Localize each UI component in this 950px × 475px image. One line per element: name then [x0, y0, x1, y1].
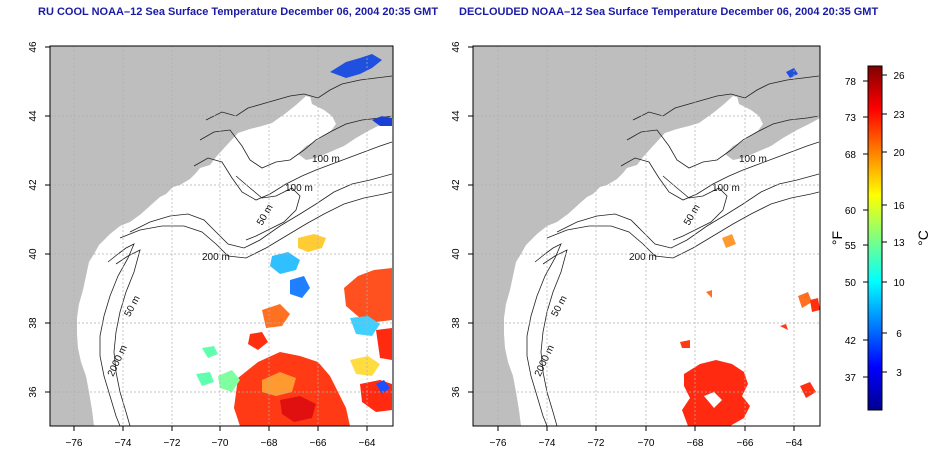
left-nova-scotia — [298, 63, 393, 160]
fahrenheit-tick: 60 — [845, 206, 857, 217]
celsius-tick: 20 — [893, 148, 905, 159]
y-tick-label: 36 — [451, 386, 462, 398]
fahrenheit-ticks: 78 73 68 60 55 50 42 37 — [845, 77, 857, 384]
right-x-tick-labels: −76 −74 −72 −70 −68 −66 −64 — [490, 438, 803, 449]
contour-label: 100 m — [712, 183, 740, 194]
celsius-axis-label: °C — [915, 230, 931, 246]
contour-label: 100 m — [285, 183, 313, 194]
x-tick-label: −70 — [212, 438, 229, 449]
left-depth-contours — [99, 75, 393, 426]
right-depth-contours — [526, 75, 820, 426]
celsius-ticks: 26 23 20 16 13 10 6 3 — [893, 71, 905, 379]
left-sst-patches — [196, 54, 392, 426]
y-tick-label: 36 — [28, 386, 39, 398]
y-tick-label: 38 — [28, 317, 39, 329]
left-map-panel: 100 m 100 m 50 m 200 m 50 m 2000 m −76 −… — [28, 41, 394, 449]
right-panel-title: DECLOUDED NOAA–12 Sea Surface Temperatur… — [459, 6, 879, 18]
fahrenheit-tick-marks — [863, 80, 868, 378]
fahrenheit-tick: 78 — [845, 77, 857, 88]
celsius-tick: 16 — [893, 201, 905, 212]
right-grid — [473, 46, 820, 426]
fahrenheit-tick: 42 — [845, 336, 857, 347]
fahrenheit-tick: 50 — [845, 278, 857, 289]
fahrenheit-axis-label: °F — [829, 231, 845, 245]
fahrenheit-tick: 73 — [845, 113, 857, 124]
x-tick-label: −74 — [539, 438, 556, 449]
celsius-tick-marks — [882, 74, 887, 373]
left-x-tick-labels: −76 −74 −72 −70 −68 −66 −64 — [66, 438, 376, 449]
left-map-frame — [49, 45, 394, 427]
fahrenheit-tick: 55 — [845, 241, 857, 252]
x-tick-label: −64 — [359, 438, 376, 449]
x-tick-label: −76 — [66, 438, 83, 449]
x-tick-label: −68 — [261, 438, 278, 449]
y-tick-label: 40 — [451, 248, 462, 260]
x-tick-label: −66 — [737, 438, 754, 449]
x-tick-label: −72 — [164, 438, 181, 449]
right-sst-patches — [680, 68, 820, 426]
right-land — [473, 46, 820, 426]
contour-label: 200 m — [629, 252, 657, 263]
x-tick-label: −68 — [687, 438, 704, 449]
y-tick-label: 42 — [28, 179, 39, 191]
contour-label: 100 m — [739, 154, 767, 165]
y-tick-label: 44 — [451, 110, 462, 122]
right-axis-ticks — [468, 46, 795, 431]
x-tick-label: −76 — [490, 438, 507, 449]
y-tick-label: 40 — [28, 248, 39, 260]
x-tick-label: −70 — [638, 438, 655, 449]
y-tick-label: 46 — [28, 41, 39, 53]
left-panel-title: RU COOL NOAA–12 Sea Surface Temperature … — [38, 6, 439, 18]
contour-label: 100 m — [312, 154, 340, 165]
celsius-tick: 23 — [893, 110, 905, 121]
y-tick-label: 38 — [451, 317, 462, 329]
celsius-tick: 10 — [893, 278, 905, 289]
celsius-tick: 3 — [896, 368, 902, 379]
y-tick-label: 46 — [451, 41, 462, 53]
celsius-tick: 13 — [893, 238, 905, 249]
colorbar-scale — [867, 65, 883, 411]
celsius-tick: 6 — [896, 329, 902, 340]
right-y-tick-labels: 46 44 42 40 38 36 — [451, 41, 462, 398]
x-tick-label: −64 — [786, 438, 803, 449]
left-land — [50, 46, 393, 426]
y-tick-label: 44 — [28, 110, 39, 122]
right-nova-scotia — [725, 63, 820, 160]
left-axis-ticks — [45, 46, 368, 431]
x-tick-label: −72 — [588, 438, 605, 449]
left-y-tick-labels: 46 44 42 40 38 36 — [28, 41, 39, 398]
celsius-tick: 26 — [893, 71, 905, 82]
x-tick-label: −74 — [115, 438, 132, 449]
right-map-panel: 100 m 100 m 50 m 200 m 50 m 2000 m — [451, 41, 821, 449]
y-tick-label: 42 — [451, 179, 462, 191]
fahrenheit-tick: 37 — [845, 373, 857, 384]
left-grid — [50, 46, 393, 426]
x-tick-label: −66 — [310, 438, 327, 449]
fahrenheit-tick: 68 — [845, 150, 857, 161]
contour-label: 200 m — [202, 252, 230, 263]
temperature-colorbar: 78 73 68 60 55 50 42 37 26 23 20 16 13 1… — [829, 65, 931, 411]
